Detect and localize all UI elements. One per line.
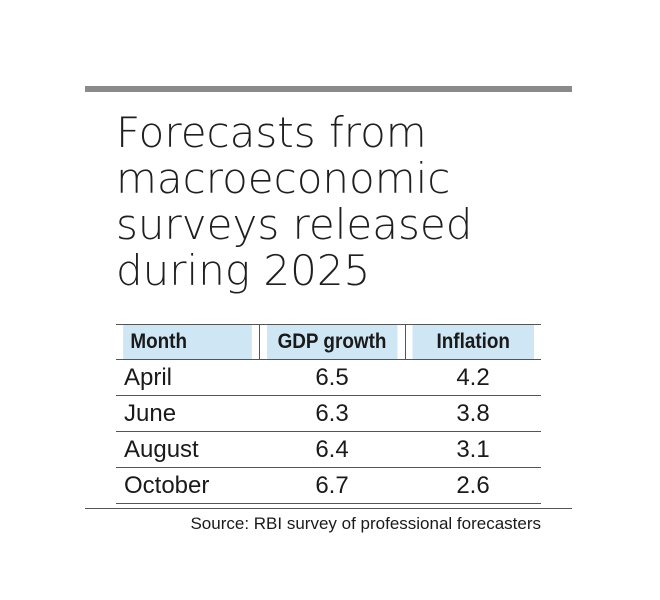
cell-month: April (116, 359, 259, 396)
bottom-rule (85, 508, 572, 509)
chart-title-line: Forecasts from (116, 108, 427, 157)
top-rule (85, 86, 572, 92)
chart-title-line: during 2025 (116, 246, 371, 295)
cell-gdp-growth: 6.3 (259, 395, 405, 432)
table-row: April 6.5 4.2 (116, 359, 541, 396)
cell-month: August (116, 431, 259, 468)
table-row: October 6.7 2.6 (116, 467, 541, 504)
cell-inflation: 3.8 (405, 395, 541, 432)
cell-inflation: 3.1 (405, 431, 541, 468)
column-header-inflation: Inflation (411, 324, 535, 360)
source-note: Source: RBI survey of professional forec… (190, 514, 541, 533)
cell-gdp-growth: 6.7 (259, 467, 405, 504)
cell-month: October (116, 467, 259, 504)
chart-title-line: surveys released (116, 200, 473, 249)
cell-inflation: 4.2 (405, 359, 541, 396)
table-header-row: Month GDP growth Inflation (116, 324, 541, 360)
column-header-month: Month (123, 324, 252, 360)
cell-month: June (116, 395, 259, 432)
forecast-table: Month GDP growth Inflation April 6.5 4.2… (116, 324, 541, 504)
table-row: June 6.3 3.8 (116, 395, 541, 432)
chart-title-line: macroeconomic (116, 154, 451, 203)
chart-title: Forecasts from macroeconomic surveys rel… (116, 110, 556, 294)
cell-gdp-growth: 6.5 (259, 359, 405, 396)
table-row: August 6.4 3.1 (116, 431, 541, 468)
column-header-gdp-growth: GDP growth (265, 324, 399, 360)
cell-gdp-growth: 6.4 (259, 431, 405, 468)
cell-inflation: 2.6 (405, 467, 541, 504)
